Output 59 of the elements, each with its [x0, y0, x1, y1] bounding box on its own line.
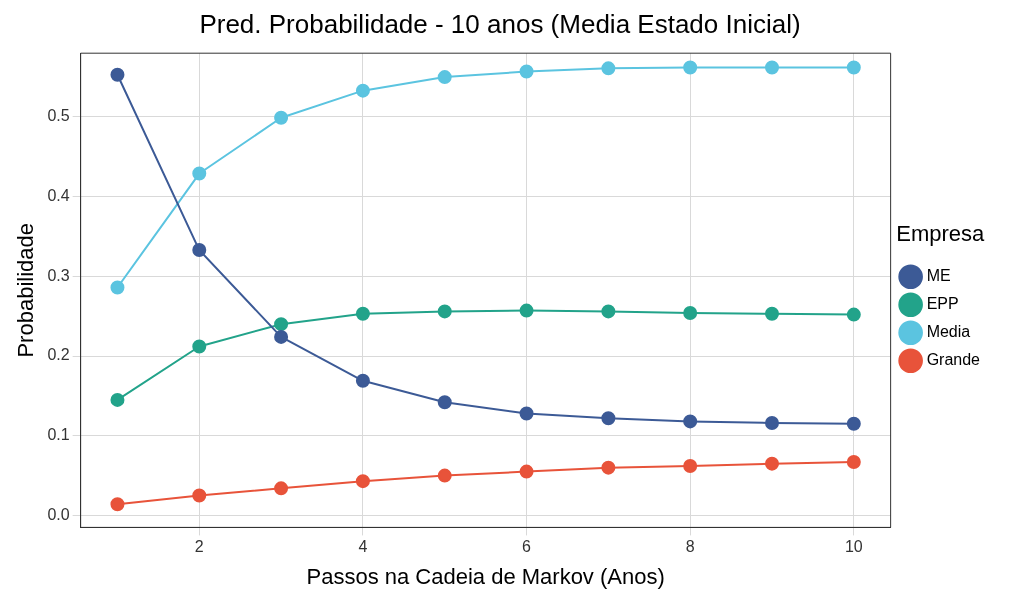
point: [192, 339, 207, 354]
x-tick-label: 2: [194, 538, 204, 556]
x-tick-label: 4: [358, 538, 368, 556]
legend-label: EPP: [926, 295, 959, 313]
chart-title: Pred. Probabilidade - 10 anos (Media Estado Inicial): [199, 8, 801, 39]
legend-label: Media: [926, 323, 971, 341]
point: [765, 306, 779, 321]
point: [765, 60, 779, 75]
point: [765, 416, 779, 430]
y-tick-label: 0.2: [47, 346, 70, 364]
y-tick-label: 0.3: [47, 266, 70, 284]
point: [437, 304, 452, 319]
legend-label: Grande: [926, 351, 981, 369]
y-tick-label: 0.5: [47, 107, 70, 125]
x-tick-label: 6: [522, 538, 532, 556]
point: [846, 307, 861, 322]
point: [519, 406, 534, 421]
point: [437, 70, 452, 85]
point: [601, 61, 616, 76]
point: [274, 110, 289, 125]
point: [437, 468, 452, 483]
point: [601, 304, 616, 319]
x-axis-title: Passos na Cadeia de Markov (Anos): [306, 563, 665, 589]
legend-label: ME: [926, 267, 951, 285]
point: [519, 303, 534, 318]
y-axis-title: Probabilidade: [13, 223, 39, 358]
point: [192, 488, 207, 503]
point: [355, 373, 370, 388]
y-tick-label: 0.1: [47, 426, 70, 444]
point: [110, 497, 125, 512]
point: [110, 67, 125, 82]
point: [846, 416, 861, 431]
point: [355, 474, 370, 489]
point: [765, 456, 779, 471]
point: [355, 306, 370, 321]
legend-title: Empresa: [896, 221, 986, 247]
point: [683, 414, 698, 429]
point: [274, 329, 289, 344]
point: [519, 464, 534, 479]
point: [274, 317, 289, 332]
point: [601, 460, 616, 475]
y-tick-label: 0.0: [47, 505, 70, 523]
point: [274, 481, 289, 496]
x-tick-label: 8: [685, 538, 695, 556]
point: [519, 64, 534, 79]
y-tick-label: 0.4: [47, 187, 70, 205]
point: [110, 280, 125, 295]
point: [192, 243, 207, 258]
point: [846, 60, 861, 75]
point: [437, 395, 452, 410]
point: [683, 306, 698, 321]
point: [110, 392, 125, 407]
point: [683, 60, 698, 75]
point: [601, 411, 616, 426]
point: [355, 83, 370, 98]
point: [192, 166, 207, 181]
point: [683, 459, 698, 474]
x-tick-label: 10: [844, 538, 863, 556]
point: [846, 455, 861, 470]
